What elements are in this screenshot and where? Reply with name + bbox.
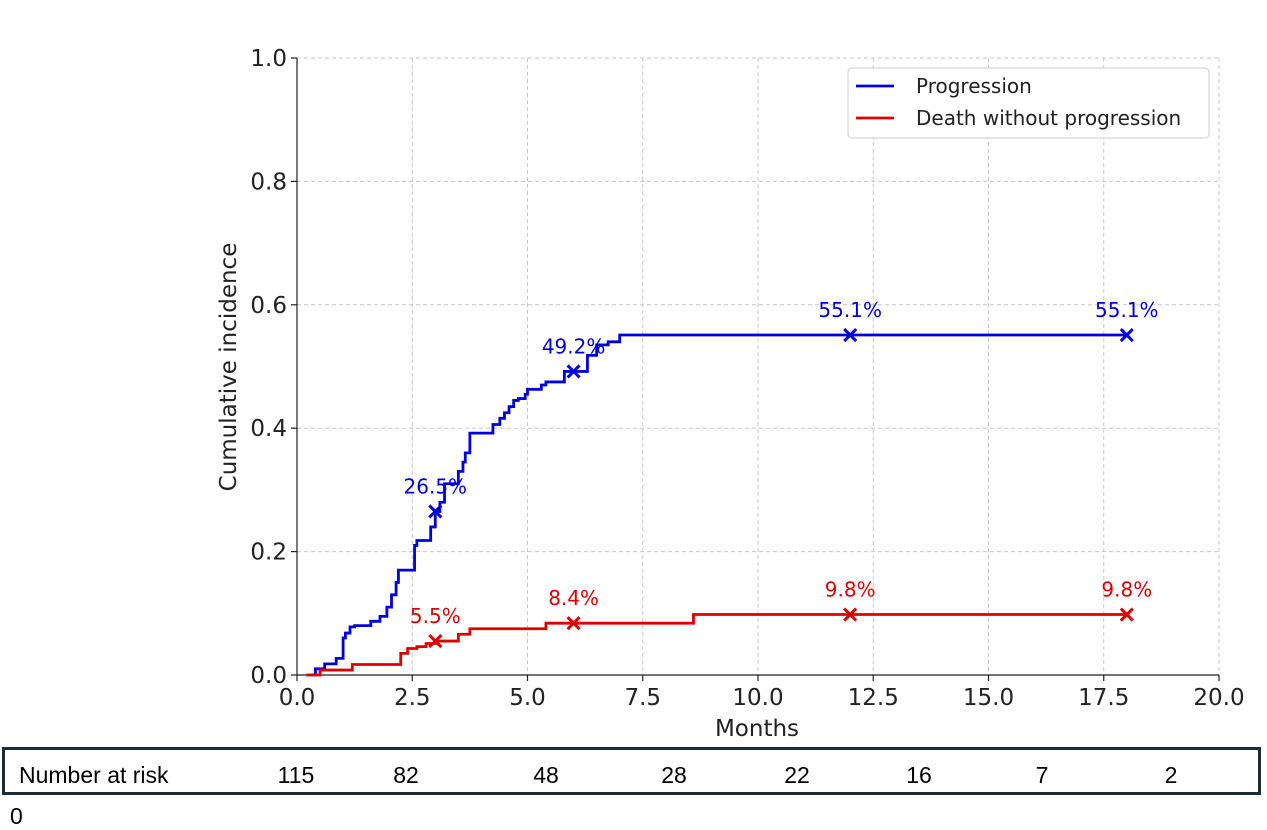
data-point-marker bbox=[843, 327, 858, 343]
y-tick-label: 1.0 bbox=[250, 46, 287, 72]
legend: Progression Death without progression bbox=[847, 67, 1210, 139]
risk-table-value: 22 bbox=[784, 762, 810, 788]
data-point-marker bbox=[428, 504, 443, 519]
data-point-marker bbox=[566, 616, 581, 631]
series-death-without-progression: 5.5% 8.4% 9.8% 9.8% bbox=[306, 578, 1152, 677]
marker-stroke bbox=[1119, 607, 1134, 622]
marker-stroke bbox=[843, 327, 858, 343]
cumulative-incidence-chart: 0.0 2.5 5.0 7.5 10.0 12.5 15.0 17.5 20.0 0.0 0.2 0.… bbox=[216, 46, 1245, 742]
y-axis-label: Cumulative incidence bbox=[216, 243, 242, 492]
x-tick-label: 0.0 bbox=[279, 685, 316, 711]
x-tick-label: 15.0 bbox=[963, 685, 1014, 711]
legend-entry: Death without progression bbox=[916, 106, 1181, 130]
y-tick-label: 0.4 bbox=[250, 416, 287, 442]
marker-stroke bbox=[428, 504, 443, 519]
data-point-marker bbox=[428, 634, 443, 649]
x-tick-label: 17.5 bbox=[1078, 685, 1129, 711]
x-tick-label: 2.5 bbox=[394, 685, 431, 711]
y-tick-label: 0.8 bbox=[250, 169, 287, 195]
series-layer: 26.5% 49.2% 55.1% 55.1% 5.5% 8.4% 9.8% 9.8% bbox=[306, 298, 1159, 677]
x-tick-label: 5.0 bbox=[509, 685, 546, 711]
series-line bbox=[306, 613, 1127, 677]
data-point-marker bbox=[566, 364, 581, 379]
data-label: 55.1% bbox=[1095, 298, 1159, 322]
axes bbox=[291, 57, 1220, 681]
data-label: 5.5% bbox=[410, 604, 461, 628]
x-tick-label: 7.5 bbox=[624, 685, 661, 711]
risk-table-value: 7 bbox=[1035, 762, 1049, 788]
legend-entry: Progression bbox=[916, 74, 1032, 98]
series-line bbox=[310, 333, 1127, 677]
data-point-marker bbox=[1119, 607, 1134, 622]
data-point-marker bbox=[1119, 327, 1134, 343]
y-tick-label: 0.2 bbox=[250, 540, 287, 566]
risk-table-value: 115 bbox=[277, 762, 315, 788]
risk-table-value: 48 bbox=[533, 762, 559, 788]
risk-table-value: 2 bbox=[1164, 762, 1178, 788]
y-tick-label: 0.6 bbox=[250, 293, 287, 319]
x-axis-label: Months bbox=[715, 716, 799, 742]
grid-lines bbox=[296, 57, 1220, 676]
marker-stroke bbox=[428, 634, 443, 649]
data-label: 26.5% bbox=[404, 474, 468, 498]
data-label: 9.8% bbox=[1101, 578, 1152, 602]
marker-stroke bbox=[566, 364, 581, 379]
risk-table-value: 16 bbox=[906, 762, 932, 788]
data-label: 9.8% bbox=[825, 578, 876, 602]
tick-labels: 0.0 2.5 5.0 7.5 10.0 12.5 15.0 17.5 20.0 0.0 0.2 0.… bbox=[250, 46, 1244, 711]
marker-stroke bbox=[566, 616, 581, 631]
risk-table-overflow-value: 0 bbox=[10, 803, 23, 829]
series-progression: 26.5% 49.2% 55.1% 55.1% bbox=[310, 298, 1159, 677]
legend-box bbox=[847, 67, 1210, 139]
risk-table-value: 28 bbox=[661, 762, 687, 788]
x-tick-label: 20.0 bbox=[1193, 685, 1244, 711]
marker-stroke bbox=[1119, 327, 1134, 343]
data-point-marker bbox=[843, 607, 858, 622]
x-tick-label: 12.5 bbox=[848, 685, 899, 711]
risk-table-label: Number at risk bbox=[19, 762, 169, 788]
risk-table-value: 82 bbox=[393, 762, 419, 788]
marker-stroke bbox=[843, 607, 858, 622]
data-label: 49.2% bbox=[542, 334, 606, 358]
risk-table: Number at risk 115 82 48 28 22 16 7 2 bbox=[2, 747, 1261, 795]
x-tick-label: 10.0 bbox=[732, 685, 783, 711]
data-label: 8.4% bbox=[548, 586, 599, 610]
y-tick-label: 0.0 bbox=[250, 663, 287, 689]
data-label: 55.1% bbox=[818, 298, 882, 322]
